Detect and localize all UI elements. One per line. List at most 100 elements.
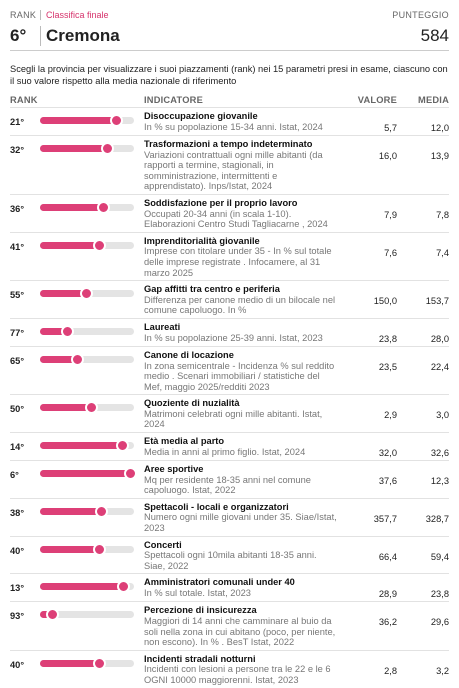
bar-track	[40, 656, 134, 670]
indicator-title: Amministratori comunali under 40	[144, 577, 295, 588]
indicator-title: Aree sportive	[144, 464, 204, 475]
rank: 6°	[10, 470, 19, 481]
rank: 77°	[10, 327, 25, 338]
rank-bar-cell	[40, 654, 144, 686]
rank: 21°	[10, 117, 25, 127]
table-row: 36° Soddisfazione per il proprio lavoro Oc…	[10, 193, 449, 232]
col-spacer	[40, 95, 144, 107]
bar-track	[40, 439, 134, 453]
rank-dot	[46, 608, 60, 622]
average: 153,7	[425, 296, 449, 307]
indicator-description: Spettacoli ogni 10mila abitanti 18-35 an…	[144, 550, 317, 571]
city[interactable]: Cremona	[40, 26, 120, 46]
indicator-title: Imprenditorialità giovanile	[144, 235, 260, 246]
indicator-description: Incidenti con lesioni a persone tra le 2…	[144, 664, 331, 685]
bar-track	[40, 114, 134, 127]
indicator-description: Differenza per canone medio di un biloca…	[144, 294, 336, 316]
value: 2,8	[384, 665, 397, 676]
bar-track	[40, 352, 134, 366]
indicator-description: In % sul totale. Istat, 2023	[144, 588, 251, 598]
table-row: 65° Canone di locazione In zona semicentra…	[10, 345, 449, 394]
indicator-description: Media in anni al primo figlio. Istat, 20…	[144, 446, 306, 457]
indicator: Canone di locazione In zona semicentrale …	[144, 350, 345, 392]
indicator-title: Gap affitti tra centro e periferia	[144, 284, 280, 295]
rank-label: RANK	[10, 10, 37, 20]
rank-bar	[40, 203, 103, 211]
indicator-title: Canone di locazione	[144, 349, 234, 360]
rank-bar-cell	[40, 540, 144, 572]
indicator-description: In zona semicentrale - Incidenza % sul r…	[144, 360, 335, 392]
value: 37,6	[378, 476, 397, 487]
indicator-title: Incidenti stradali notturni	[144, 653, 256, 664]
rank-bar	[40, 145, 107, 152]
intro: Scegli la provincia per visualizzare i s…	[10, 64, 448, 86]
indicator-description: Occupati 20-34 anni (in scala 1-10). Ela…	[144, 208, 328, 230]
value: 2,9	[384, 410, 397, 421]
value: 23,5	[378, 361, 397, 372]
bar-track	[40, 542, 134, 556]
rank-bar-cell	[40, 605, 144, 647]
indicator: Aree sportive Mq per residente 18-35 anni…	[144, 464, 345, 496]
average: 12,3	[430, 476, 449, 487]
rank-bar-cell	[40, 322, 144, 344]
rank: 40°	[10, 545, 25, 556]
col-value: VALORE	[357, 95, 397, 105]
indicator: Incidenti stradali notturni Incidenti con…	[144, 654, 345, 686]
indicator-title: Trasformazioni a tempo indeterminato	[144, 139, 313, 149]
rank-bar-cell	[40, 236, 144, 278]
bar-track	[40, 142, 134, 155]
header-title: Classifica finale	[40, 10, 109, 20]
indicator-title: Quoziente di nuzialità	[144, 398, 240, 409]
table-row: 13° Amministratori comunali under 40 In % …	[10, 573, 449, 601]
average: 23,8	[430, 589, 449, 600]
bar-track	[40, 580, 134, 594]
score: 584	[420, 26, 449, 45]
indicator: Età media al parto Media in anni al primo…	[144, 436, 345, 458]
indicator: Percezione di insicurezza Maggiori di 14 …	[144, 605, 345, 647]
value: 23,8	[378, 333, 397, 344]
rank-bar	[40, 659, 100, 667]
rank-bar	[40, 442, 123, 450]
table-row: 14° Età media al parto Media in anni al pr…	[10, 432, 449, 460]
indicator-title: Età media al parto	[144, 436, 225, 447]
rank-bar	[40, 470, 130, 478]
bar-track	[40, 608, 134, 622]
average: 28,0	[430, 333, 449, 344]
rank-dot	[95, 504, 109, 518]
rank-dot	[80, 287, 94, 301]
bar-track	[40, 401, 134, 415]
average: 12,0	[430, 123, 449, 133]
col-average: MEDIA	[418, 95, 449, 105]
rank: 36°	[10, 203, 25, 214]
rank-dot	[100, 142, 114, 155]
rank-dot	[84, 401, 98, 415]
bar-track	[40, 467, 137, 481]
value: 32,0	[378, 448, 397, 459]
value: 36,2	[378, 617, 397, 628]
indicator: Gap affitti tra centro e periferia Differ…	[144, 284, 345, 316]
value: 7,9	[384, 209, 397, 220]
indicator-title: Percezione di insicurezza	[144, 605, 257, 616]
rank-bar-cell	[40, 464, 144, 496]
value: 357,7	[373, 513, 397, 524]
rank-bar-cell	[40, 436, 144, 458]
rank-dot	[123, 467, 137, 481]
table-row: 50° Quoziente di nuzialità Matrimoni celeb…	[10, 394, 449, 432]
indicator-description: Matrimoni celebrati ogni mille abitanti.…	[144, 408, 323, 430]
rank-bar	[40, 583, 124, 591]
header-values: 6° Cremona 584	[10, 22, 449, 51]
average: 29,6	[430, 617, 449, 628]
rank-bar-cell	[40, 111, 144, 133]
rank-bar-cell	[40, 502, 144, 534]
indicator: Laureati In % su popolazione 25-39 anni. …	[144, 322, 345, 344]
indicator-description: Mq per residente 18-35 anni nel comune c…	[144, 474, 311, 496]
average: 13,9	[430, 151, 449, 161]
average: 32,6	[430, 448, 449, 459]
table-row: 93° Percezione di insicurezza Maggiori di …	[10, 601, 449, 649]
rank: 93°	[10, 611, 25, 622]
average: 7,4	[436, 247, 449, 258]
rank-dot	[96, 200, 110, 214]
indicator: Trasformazioni a tempo indeterminato Vari…	[144, 139, 345, 192]
